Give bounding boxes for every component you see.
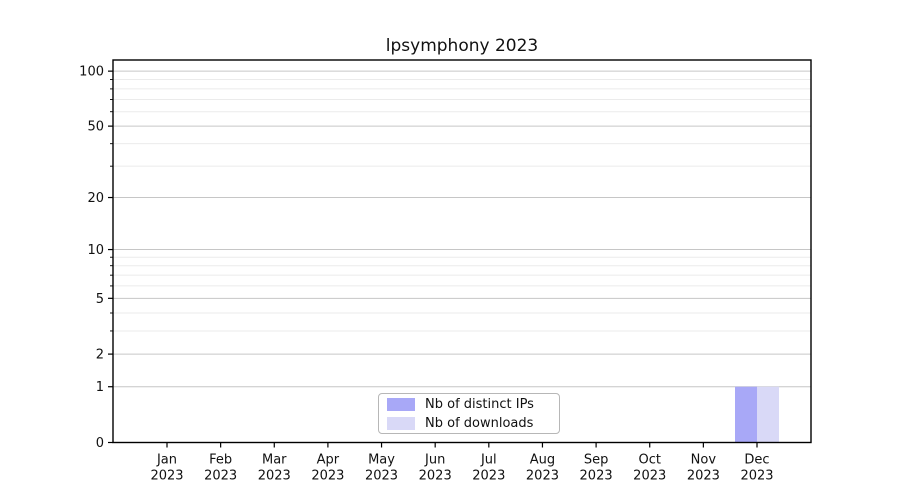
x-tick-label-month: Jun <box>424 453 445 468</box>
x-tick-label-year: 2023 <box>258 469 291 484</box>
x-tick-label-year: 2023 <box>204 469 237 484</box>
x-tick-label-month: Nov <box>691 453 717 468</box>
legend-entry-distinct-ips: Nb of distinct IPs <box>387 397 551 412</box>
x-tick-label-month: Apr <box>317 453 340 468</box>
chart-title: lpsymphony 2023 <box>385 36 539 56</box>
bar-nb-of-distinct-ips-dec-2023 <box>735 386 757 443</box>
x-tick-label-month: Oct <box>638 453 660 468</box>
x-tick-label-month: Feb <box>209 453 232 468</box>
plot-border <box>112 59 812 444</box>
x-tick-label-year: 2023 <box>687 469 720 484</box>
x-tick-label-month: Dec <box>744 453 769 468</box>
y-tick-label: 0 <box>96 436 104 451</box>
x-tick-label-month: Jul <box>480 453 497 468</box>
x-tick-label-month: Jan <box>156 453 177 468</box>
y-tick-label: 10 <box>87 243 104 258</box>
x-tick-label-month: May <box>368 453 395 468</box>
x-tick-label-year: 2023 <box>365 469 398 484</box>
legend-label-downloads: Nb of downloads <box>425 415 534 431</box>
y-tick-label: 50 <box>87 120 104 135</box>
legend-swatch-downloads <box>387 416 415 430</box>
x-tick-label-month: Mar <box>262 453 287 468</box>
x-tick-label-month: Aug <box>530 453 555 468</box>
bar-nb-of-downloads-dec-2023 <box>757 386 779 443</box>
x-tick-label-year: 2023 <box>580 469 613 484</box>
x-tick-label-year: 2023 <box>740 469 773 484</box>
x-tick-label-year: 2023 <box>419 469 452 484</box>
x-tick-label-year: 2023 <box>472 469 505 484</box>
x-tick-label-year: 2023 <box>311 469 344 484</box>
y-tick-label: 5 <box>96 292 104 307</box>
y-tick-label: 2 <box>96 348 104 363</box>
legend: Nb of distinct IPs Nb of downloads <box>378 393 560 434</box>
legend-entry-downloads: Nb of downloads <box>387 416 551 431</box>
x-tick-label-year: 2023 <box>526 469 559 484</box>
y-tick-label: 1 <box>96 380 104 395</box>
legend-swatch-distinct-ips <box>387 397 415 411</box>
x-tick-label-month: Sep <box>584 453 609 468</box>
x-tick-label-year: 2023 <box>150 469 183 484</box>
legend-label-distinct-ips: Nb of distinct IPs <box>425 396 534 412</box>
x-tick-label-year: 2023 <box>633 469 666 484</box>
y-tick-label: 100 <box>79 65 104 80</box>
y-tick-label: 20 <box>87 191 104 206</box>
